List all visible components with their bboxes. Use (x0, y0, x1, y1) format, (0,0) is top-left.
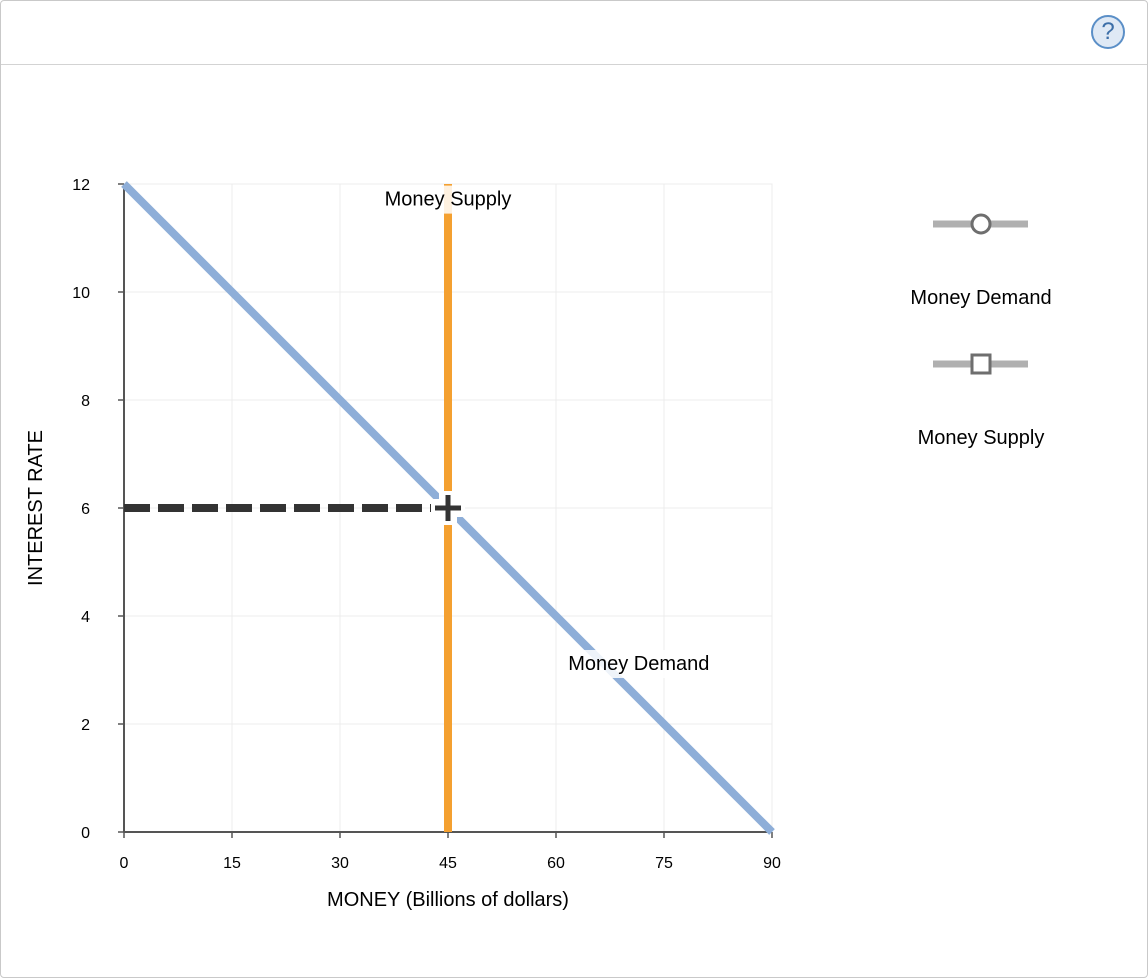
legend: Money Demand Money Supply (910, 213, 1052, 449)
y-tick-label: 8 (81, 393, 90, 410)
legend-item-money-demand[interactable]: Money Demand (910, 213, 1052, 309)
y-axis-label: INTEREST RATE (25, 430, 47, 586)
x-tick-label: 45 (439, 855, 457, 872)
legend-label: Money Supply (918, 427, 1045, 449)
y-tick-label: 2 (81, 717, 90, 734)
y-tick-label: 0 (81, 825, 90, 842)
help-icon[interactable]: ? (1091, 15, 1125, 49)
square-icon (970, 353, 992, 375)
annotation-background (372, 185, 524, 214)
chart-ticks: 0 15 30 45 60 75 90 0 2 4 6 8 10 12 (72, 177, 781, 872)
x-tick-label: 30 (331, 855, 349, 872)
x-tick-label: 75 (655, 855, 673, 872)
panel-header: ? (1, 1, 1147, 65)
x-tick-label: 60 (547, 855, 565, 872)
y-tick-label: 4 (81, 609, 90, 626)
x-axis-label: MONEY (Billions of dollars) (327, 889, 569, 911)
legend-label: Money Demand (910, 287, 1051, 309)
chart-annotations: Money Supply Money Demand (372, 185, 715, 678)
y-tick-label: 6 (81, 501, 90, 518)
x-tick-label: 90 (763, 855, 781, 872)
x-tick-label: 0 (120, 855, 129, 872)
annotation-background (562, 650, 715, 678)
legend-item-money-supply[interactable]: Money Supply (918, 353, 1045, 449)
x-tick-label: 15 (223, 855, 241, 872)
annotation-label: Money Supply (372, 185, 524, 214)
annotation-text: Money Supply (385, 189, 512, 211)
y-tick-label: 12 (72, 177, 90, 194)
annotation-text: Money Demand (568, 653, 709, 675)
annotation-label: Money Demand (562, 650, 715, 678)
equilibrium-point[interactable] (124, 491, 465, 525)
circle-icon (970, 213, 992, 235)
y-tick-label: 10 (72, 285, 90, 302)
